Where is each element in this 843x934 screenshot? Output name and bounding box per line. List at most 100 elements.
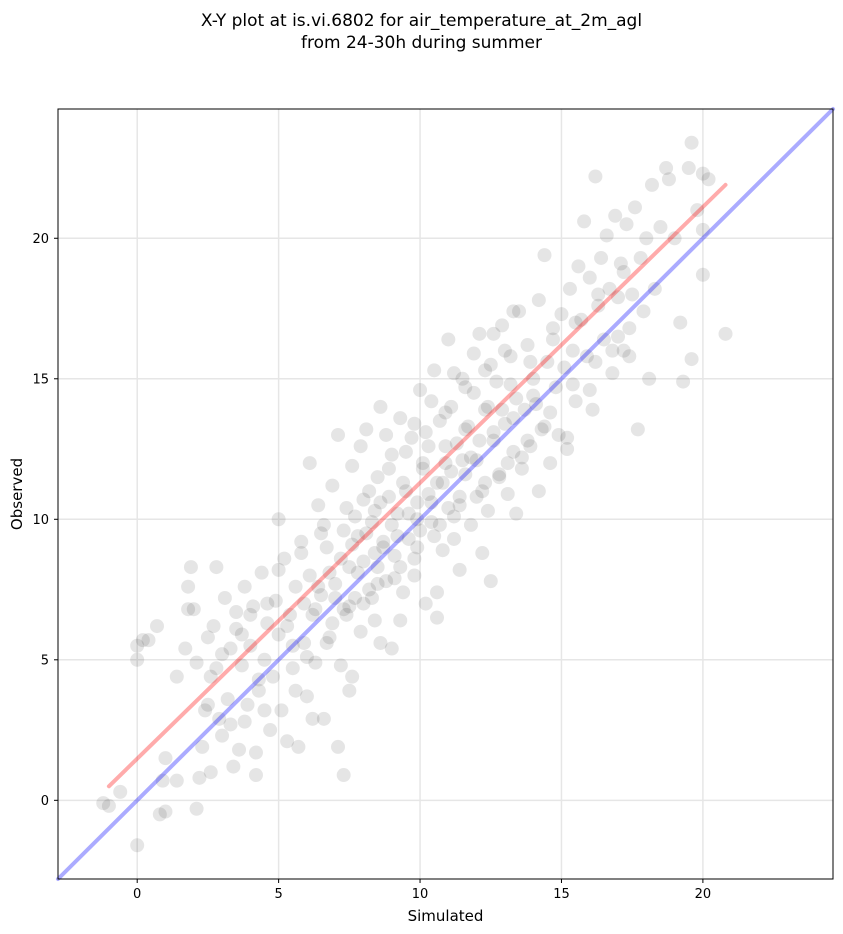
data-point [582, 383, 597, 398]
data-point [421, 439, 436, 454]
y-tick-label: 20 [32, 232, 49, 247]
data-point [251, 683, 266, 698]
data-point [424, 495, 439, 510]
data-point [198, 703, 213, 718]
data-point [322, 630, 337, 645]
data-point [350, 565, 365, 580]
data-point [483, 357, 498, 372]
data-point [520, 338, 535, 353]
data-point [376, 540, 391, 555]
data-point [497, 416, 512, 431]
data-point [169, 669, 184, 684]
data-point [364, 515, 379, 530]
data-point [200, 697, 215, 712]
data-point [353, 439, 368, 454]
data-point [605, 366, 620, 381]
data-point [407, 551, 422, 566]
data-point [639, 231, 654, 246]
data-point [135, 633, 150, 648]
data-point [611, 290, 626, 305]
data-point [523, 354, 538, 369]
data-point [475, 546, 490, 561]
data-point [444, 399, 459, 414]
data-point [478, 475, 493, 490]
data-point [622, 321, 637, 336]
data-point [362, 484, 377, 499]
data-point [413, 523, 428, 538]
x-axis-label: Simulated [408, 907, 484, 925]
reference-lines [56, 107, 835, 881]
data-point [339, 501, 354, 516]
data-point [636, 304, 651, 319]
data-point [353, 624, 368, 639]
data-point [495, 402, 510, 417]
data-point [628, 200, 643, 215]
data-point [410, 512, 425, 527]
data-point [130, 652, 145, 667]
data-point [407, 416, 422, 431]
data-point [486, 433, 501, 448]
data-point [336, 602, 351, 617]
data-point [540, 354, 555, 369]
data-point [673, 315, 688, 330]
data-point [347, 509, 362, 524]
data-point [517, 402, 532, 417]
data-point [401, 531, 416, 546]
identity-line [56, 107, 835, 881]
data-point [421, 487, 436, 501]
data-point [277, 551, 292, 566]
data-point [560, 430, 575, 445]
data-point [192, 770, 207, 785]
data-point [381, 489, 396, 504]
data-point [427, 529, 442, 544]
data-point [342, 599, 357, 614]
data-point [449, 436, 464, 451]
data-point [149, 619, 164, 634]
data-point [582, 270, 597, 285]
data-point [458, 380, 473, 395]
data-point [390, 529, 405, 544]
data-point [605, 343, 620, 358]
data-point [186, 602, 201, 617]
data-point [370, 560, 385, 575]
data-point [526, 371, 541, 386]
data-point [299, 649, 314, 664]
data-point [130, 838, 145, 853]
data-point [472, 326, 487, 341]
data-point [328, 590, 343, 605]
data-point [608, 208, 623, 223]
data-point [463, 450, 478, 465]
data-point [274, 703, 289, 718]
data-point [379, 574, 394, 589]
data-point [359, 526, 374, 541]
data-point [630, 422, 645, 437]
data-point [424, 394, 439, 409]
data-point [418, 596, 433, 611]
data-point [169, 773, 184, 788]
data-point [396, 585, 411, 600]
data-point [367, 503, 382, 518]
data-point [644, 177, 659, 192]
data-point [217, 590, 232, 605]
data-point [415, 456, 430, 471]
data-point [398, 484, 413, 499]
data-point [308, 602, 323, 617]
data-point [302, 456, 317, 471]
data-point [158, 804, 173, 819]
data-point [486, 326, 501, 341]
data-point [384, 447, 399, 462]
data-point [101, 798, 116, 813]
data-point [407, 568, 422, 583]
data-point [339, 607, 354, 622]
data-point [209, 661, 224, 676]
data-point [237, 714, 252, 729]
data-point [424, 515, 439, 530]
data-point [551, 427, 566, 442]
data-point [158, 751, 173, 766]
data-point [413, 383, 428, 398]
data-point [455, 371, 470, 386]
x-tick-label: 20 [695, 887, 712, 902]
data-point [220, 692, 235, 707]
data-point [282, 607, 297, 622]
data-point [234, 658, 249, 673]
